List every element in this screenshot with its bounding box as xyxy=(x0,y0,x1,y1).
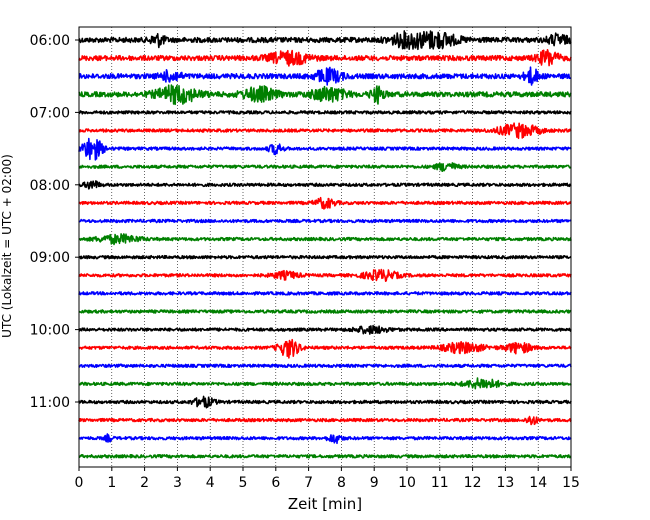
x-tick-label: 9 xyxy=(370,475,379,491)
x-tick-label: 0 xyxy=(75,475,84,491)
seismic-trace xyxy=(78,363,572,369)
x-tick-label: 15 xyxy=(562,475,580,491)
x-tick-label: 10 xyxy=(398,475,416,491)
x-tick-label: 14 xyxy=(529,475,547,491)
seismic-traces xyxy=(78,30,572,459)
vertical-grid xyxy=(111,27,539,467)
seismic-trace xyxy=(78,254,572,260)
seismic-trace xyxy=(78,291,572,296)
x-tick-label: 3 xyxy=(173,475,182,491)
seismic-trace xyxy=(78,180,572,190)
seismic-trace xyxy=(78,415,572,426)
seismic-trace xyxy=(78,66,572,86)
y-tick-label: 09:00 xyxy=(30,250,70,266)
y-tick-label: 11:00 xyxy=(30,395,70,411)
x-tick-label: 1 xyxy=(107,475,116,491)
y-axis-ticks: 06:00 07:00 08:00 09:00 10:00 11:00 xyxy=(30,33,79,411)
y-tick-label: 07:00 xyxy=(30,105,70,121)
x-tick-label: 4 xyxy=(206,475,215,491)
seismic-trace xyxy=(78,110,572,115)
seismic-trace xyxy=(78,309,572,314)
seismic-trace xyxy=(78,218,572,224)
seismic-trace xyxy=(78,324,572,335)
seismic-trace xyxy=(78,233,572,246)
y-tick-label: 10:00 xyxy=(30,323,70,339)
x-tick-label: 8 xyxy=(337,475,346,491)
x-axis-label: Zeit [min] xyxy=(288,495,362,513)
x-tick-label: 2 xyxy=(140,475,149,491)
x-axis-ticks: 0 1 2 3 4 5 6 7 8 9 10 11 12 13 14 15 xyxy=(75,467,580,491)
seismic-trace xyxy=(78,454,572,459)
x-tick-label: 11 xyxy=(431,475,449,491)
x-tick-label: 6 xyxy=(271,475,280,491)
plot-frame xyxy=(78,26,572,468)
seismic-trace xyxy=(78,433,572,445)
seismic-trace xyxy=(78,137,572,161)
y-tick-label: 06:00 xyxy=(30,33,70,49)
seismic-trace xyxy=(78,30,572,51)
seismic-trace xyxy=(78,49,572,67)
seismic-trace xyxy=(78,268,572,282)
seismic-trace xyxy=(78,395,572,409)
x-tick-label: 7 xyxy=(304,475,313,491)
seismic-trace xyxy=(78,377,572,390)
y-axis-label: UTC (Lokalzeit = UTC + 02:00) xyxy=(0,154,14,338)
seismic-trace xyxy=(78,122,572,140)
x-tick-label: 13 xyxy=(496,475,514,491)
seismic-trace xyxy=(78,338,572,359)
seismic-trace xyxy=(78,162,572,172)
x-tick-label: 5 xyxy=(239,475,248,491)
seismic-trace xyxy=(78,84,572,106)
y-tick-label: 08:00 xyxy=(30,178,70,194)
x-tick-label: 12 xyxy=(464,475,482,491)
seismic-trace xyxy=(78,196,572,210)
